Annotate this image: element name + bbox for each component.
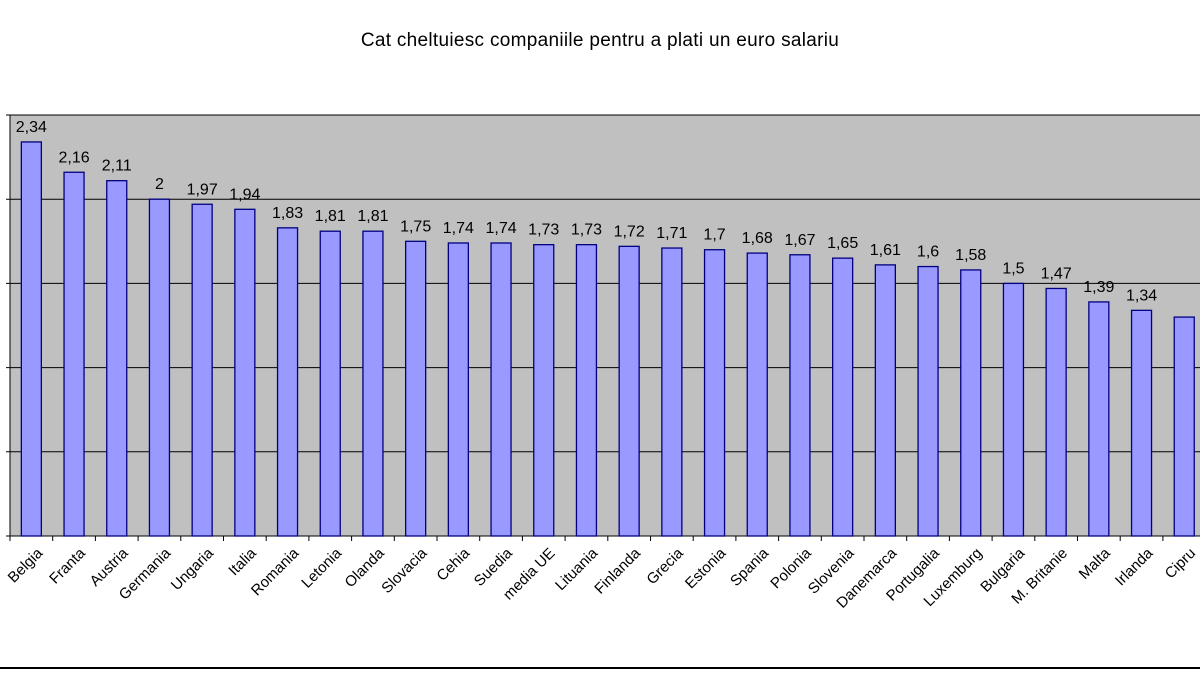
bar [575,244,598,537]
bar [960,269,982,537]
data-label: 1,58 [955,247,986,264]
bar [661,247,683,537]
x-tick-label: Franta [46,544,89,587]
bar [1088,301,1110,537]
x-tick-label: Malta [1076,544,1114,582]
x-tick-label: Cipru [1162,545,1199,582]
bar [63,171,85,537]
data-label: 1,73 [571,222,602,239]
bar [191,203,213,537]
x-tick-label: Spania [727,544,773,590]
x-tick-label: Belgia [5,544,47,586]
x-tick-label: Italia [225,544,260,579]
x-tick-label: Grecia [643,544,687,588]
bar [533,244,555,537]
bar [746,252,768,537]
x-tick-label: Ungaria [168,544,218,594]
bar [1045,287,1067,537]
data-label: 1,74 [485,220,516,237]
x-tick-label: Letonia [298,544,345,591]
data-label: 1,67 [784,232,815,249]
data-label: 1,39 [1083,279,1114,296]
bar [917,265,939,537]
bar [276,227,299,537]
data-label: 1,61 [870,242,901,259]
bar [490,242,512,537]
bar [319,230,341,537]
data-label: 1,81 [315,208,346,225]
x-tick-label: Slovacia [378,544,431,597]
bar [106,180,128,537]
data-label: 1,5 [1002,260,1024,277]
data-label: 1,94 [229,186,260,203]
data-label: 1,73 [528,222,559,239]
x-tick-label: Irlanda [1112,544,1157,589]
data-label: 1,81 [357,208,388,225]
x-tick-label: Romania [248,544,303,599]
data-label: 1,7 [703,227,725,244]
bar [362,230,384,537]
data-label: 1,74 [443,220,474,237]
data-label: 1,97 [187,181,218,198]
data-label: 1,68 [742,230,773,247]
chart-title: Cat cheltuiesc companiile pentru a plati… [360,30,840,51]
data-label: 1,75 [400,218,431,235]
bar [404,240,427,537]
bar [234,208,256,537]
data-label: 1,71 [656,225,687,242]
data-label: 1,34 [1126,287,1157,304]
bar [1130,309,1153,537]
x-tick-label: Estonia [682,544,730,592]
bar [148,198,171,537]
data-label: 2 [155,176,164,193]
data-label: 1,65 [827,235,858,252]
bar [789,254,811,537]
bar [447,242,470,537]
bar [618,245,640,537]
data-label: 1,6 [917,244,939,261]
bar [832,257,854,537]
bar [20,141,43,537]
x-tick-label: Finlanda [591,544,644,597]
bar [1173,316,1195,537]
data-label: 1,72 [614,223,645,240]
data-label: 2,16 [58,149,89,166]
data-label: 2,11 [102,158,132,175]
data-label: 2,34 [16,119,47,136]
data-label: 1,83 [272,205,303,222]
data-label: 1,47 [1041,265,1072,282]
bar [874,264,896,537]
bar [1002,282,1025,537]
bar [703,249,726,537]
x-tick-label: Cehia [433,544,473,584]
